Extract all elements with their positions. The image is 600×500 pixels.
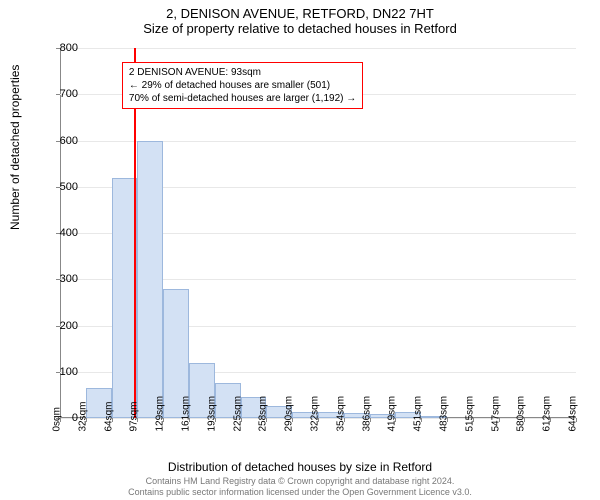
annotation-line: 2 DENISON AVENUE: 93sqm <box>129 66 356 79</box>
ytick-label: 100 <box>38 366 78 378</box>
chart-area: 2 DENISON AVENUE: 93sqm← 29% of detached… <box>60 48 576 418</box>
annotation-line: ← 29% of detached houses are smaller (50… <box>129 79 356 92</box>
ytick-label: 300 <box>38 273 78 285</box>
x-axis-label: Distribution of detached houses by size … <box>0 460 600 474</box>
footer: Contains HM Land Registry data © Crown c… <box>0 476 600 498</box>
footer-line-2: Contains public sector information licen… <box>0 487 600 498</box>
y-axis-label: Number of detached properties <box>8 65 22 230</box>
title-sub: Size of property relative to detached ho… <box>0 21 600 40</box>
annotation-box: 2 DENISON AVENUE: 93sqm← 29% of detached… <box>122 62 363 109</box>
histogram-bar <box>137 141 163 419</box>
plot: 2 DENISON AVENUE: 93sqm← 29% of detached… <box>60 48 576 418</box>
ytick-label: 700 <box>38 88 78 100</box>
ytick-label: 400 <box>38 227 78 239</box>
annotation-line: 70% of semi-detached houses are larger (… <box>129 92 356 105</box>
ytick-label: 600 <box>38 135 78 147</box>
title-main: 2, DENISON AVENUE, RETFORD, DN22 7HT <box>0 0 600 21</box>
footer-line-1: Contains HM Land Registry data © Crown c… <box>0 476 600 487</box>
grid-line <box>60 48 576 49</box>
ytick-label: 500 <box>38 181 78 193</box>
ytick-label: 200 <box>38 320 78 332</box>
ytick-label: 800 <box>38 42 78 54</box>
